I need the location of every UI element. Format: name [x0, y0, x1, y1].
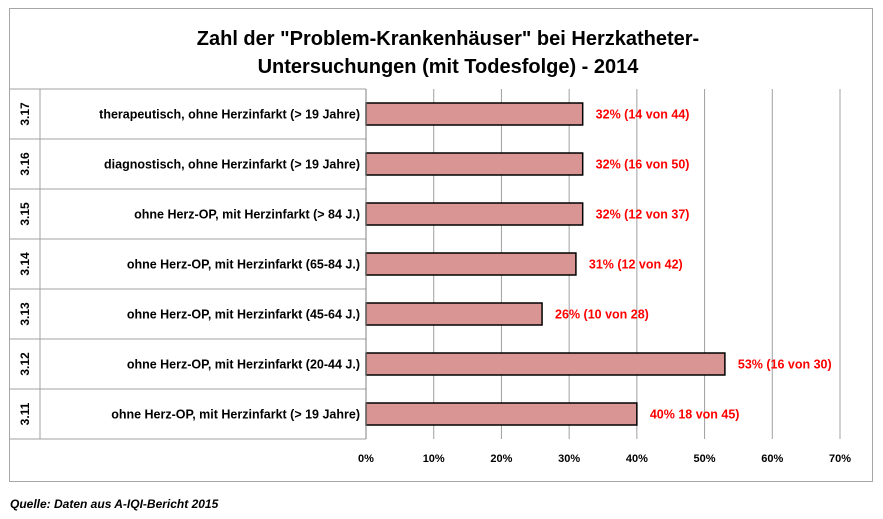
bar	[365, 402, 638, 426]
source-note: Quelle: Daten aus A-IQI-Bericht 2015	[10, 497, 219, 511]
category-rows: 3.17 therapeutisch, ohne Herzinfarkt (> 1…	[10, 88, 366, 440]
category-code-label: 3.16	[18, 152, 32, 176]
category-code-label: 3.15	[18, 202, 32, 226]
x-tick-label-60: 60%	[761, 453, 783, 465]
category-code-label: 3.12	[18, 352, 32, 376]
category-label: ohne Herz-OP, mit Herzinfarkt (> 84 J.)	[134, 208, 360, 222]
bar	[365, 302, 543, 326]
category-code-label: 3.14	[18, 252, 32, 276]
category-label: ohne Herz-OP, mit Herzinfarkt (45-64 J.)	[127, 308, 360, 322]
category-label: diagnostisch, ohne Herzinfarkt (> 19 Jah…	[104, 158, 360, 172]
bar	[365, 102, 584, 126]
bars: 32% (14 von 44) 32% (16 von 50) 32% (12 vo…	[365, 89, 832, 439]
data-label: 32% (14 von 44)	[596, 108, 690, 122]
x-tick-label-30: 30%	[558, 453, 580, 465]
category-label: ohne Herz-OP, mit Herzinfarkt (65-84 J.)	[127, 258, 360, 272]
category-code-label: 3.17	[18, 102, 32, 126]
bar-chart: Zahl der "Problem-Krankenhäuser" bei Her…	[10, 28, 851, 465]
chart-title-line-1: Zahl der "Problem-Krankenhäuser" bei Her…	[197, 28, 699, 50]
x-tick-label-0: 0%	[358, 453, 374, 465]
x-tick-label-10: 10%	[423, 453, 445, 465]
chart-frame: Zahl der "Problem-Krankenhäuser" bei Her…	[9, 8, 873, 482]
x-tick-label-50: 50%	[694, 453, 716, 465]
category-code-label: 3.13	[18, 302, 32, 326]
bar	[365, 352, 726, 376]
data-label: 32% (16 von 50)	[596, 158, 690, 172]
data-label: 53% (16 von 30)	[738, 358, 832, 372]
bar	[365, 152, 584, 176]
category-label: ohne Herz-OP, mit Herzinfarkt (> 19 Jahr…	[111, 408, 360, 422]
chart-title-line-2: Untersuchungen (mit Todesfolge) - 2014	[258, 56, 640, 78]
data-label: 26% (10 von 28)	[555, 308, 649, 322]
x-tick-label-70: 70%	[829, 453, 851, 465]
bar	[365, 252, 577, 276]
data-label: 31% (12 von 42)	[589, 258, 683, 272]
data-label: 32% (12 von 37)	[596, 208, 690, 222]
x-tick-label-20: 20%	[490, 453, 512, 465]
x-axis-ticks: 0% 10% 20% 30% 40% 50% 60% 70%	[358, 453, 851, 465]
category-label: therapeutisch, ohne Herzinfarkt (> 19 Ja…	[99, 108, 360, 122]
category-label: ohne Herz-OP, mit Herzinfarkt (20-44 J.)	[127, 358, 360, 372]
category-code-label: 3.11	[18, 402, 32, 425]
data-label: 40% 18 von 45)	[650, 408, 740, 422]
bar	[365, 202, 584, 226]
x-tick-label-40: 40%	[626, 453, 648, 465]
